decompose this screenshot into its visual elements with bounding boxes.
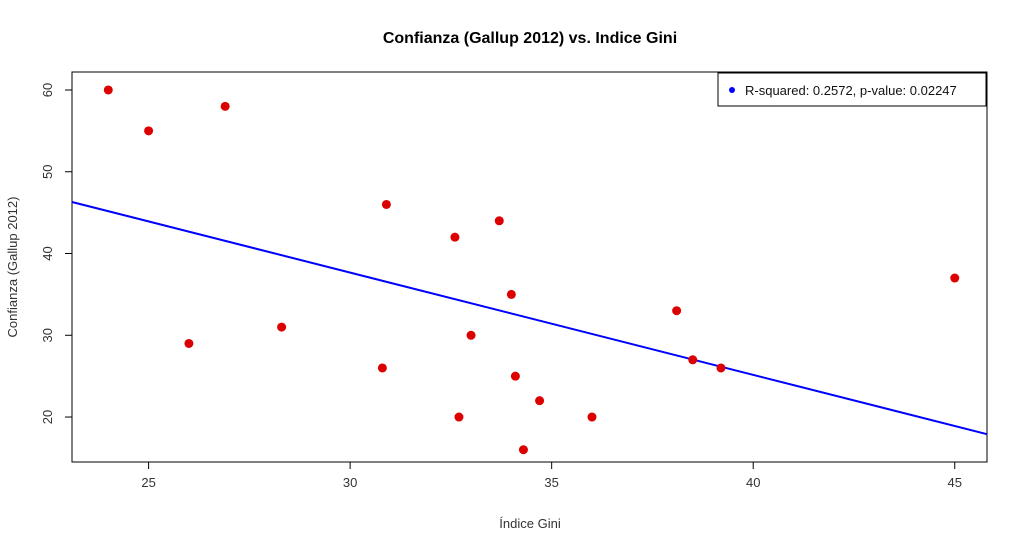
y-tick-label: 40	[40, 246, 55, 260]
data-point	[950, 273, 960, 283]
y-tick-label: 60	[40, 83, 55, 97]
x-tick-label: 40	[746, 475, 760, 490]
data-point	[716, 363, 726, 373]
legend-box	[717, 72, 987, 107]
legend-entry: R-squared: 0.2572, p-value: 0.02247	[745, 83, 957, 98]
data-point	[381, 199, 391, 209]
data-point	[535, 396, 545, 406]
x-tick-label: 30	[343, 475, 357, 490]
legend: R-squared: 0.2572, p-value: 0.02247	[717, 72, 987, 107]
x-axis-label: Índice Gini	[499, 516, 561, 531]
y-tick-label: 20	[40, 410, 55, 424]
x-axis: 25 30 35 40 45	[141, 462, 962, 490]
data-point	[184, 338, 194, 348]
legend-marker	[729, 87, 735, 93]
data-point	[688, 355, 698, 365]
y-axis-label: Confianza (Gallup 2012)	[5, 197, 20, 338]
data-point	[672, 306, 682, 316]
chart-title: Confianza (Gallup 2012) vs. Indice Gini	[383, 30, 677, 47]
x-tick-label: 35	[544, 475, 558, 490]
data-point	[518, 445, 528, 455]
plot-frame	[71, 71, 988, 463]
regression-layer	[71, 201, 988, 436]
regression-line	[71, 201, 988, 436]
data-point	[494, 216, 504, 226]
data-point	[510, 371, 520, 381]
data-point	[506, 289, 516, 299]
points-layer	[103, 85, 960, 455]
data-point	[103, 85, 113, 95]
data-point	[220, 101, 230, 111]
data-point	[450, 232, 460, 242]
data-point	[587, 412, 597, 422]
data-point	[466, 330, 476, 340]
data-point	[144, 126, 154, 136]
x-tick-label: 45	[948, 475, 962, 490]
data-point	[377, 363, 387, 373]
data-point	[454, 412, 464, 422]
x-tick-label: 25	[141, 475, 155, 490]
y-tick-label: 30	[40, 328, 55, 342]
y-axis: 20 30 40 50 60	[40, 83, 72, 424]
data-point	[277, 322, 287, 332]
y-tick-label: 50	[40, 165, 55, 179]
